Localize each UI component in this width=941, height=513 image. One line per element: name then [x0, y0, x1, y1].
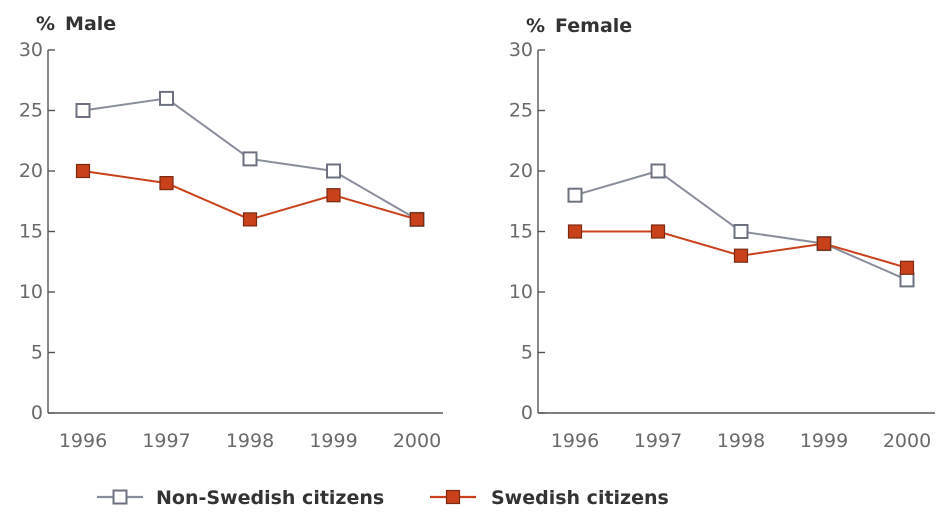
series-line — [82, 170, 418, 221]
data-point-marker — [242, 151, 258, 167]
data-point-marker — [326, 188, 341, 203]
y-tick-label: 25 — [19, 100, 43, 122]
chart-legend: Non-Swedish citizens Swedish citizens — [97, 487, 669, 509]
data-point-marker — [409, 212, 425, 227]
data-point-marker — [75, 163, 91, 179]
x-tick-label: 1996 — [59, 430, 107, 452]
x-tick-label: 1999 — [309, 430, 357, 452]
chart-title: % Female — [526, 15, 632, 37]
x-tick-label: 1997 — [142, 430, 190, 452]
y-tick-label: 20 — [509, 160, 533, 182]
x-tick-label: 2000 — [883, 430, 931, 452]
y-tick-label: 0 — [521, 402, 533, 424]
data-point-marker — [733, 248, 749, 263]
data-point-marker — [567, 224, 583, 239]
chart-title: % Male — [36, 13, 116, 35]
legend-label: Non-Swedish citizens — [156, 487, 384, 509]
legend-marker — [445, 489, 461, 505]
series-swedish-citizens — [567, 224, 915, 275]
legend-label: Swedish citizens — [491, 487, 669, 509]
x-tick-label: 1996 — [551, 430, 599, 452]
panel-title-text: Male — [65, 13, 116, 35]
y-tick-label: 5 — [521, 342, 533, 364]
legend-item: Swedish citizens — [430, 487, 669, 509]
y-tick-label: 30 — [19, 39, 43, 61]
data-point-marker — [650, 224, 666, 239]
legend-marker — [112, 489, 128, 505]
x-tick-label: 2000 — [393, 430, 441, 452]
x-tick-label: 1998 — [717, 430, 765, 452]
series-non-swedish-citizens — [567, 163, 915, 288]
y-tick-label: 0 — [31, 402, 43, 424]
y-axis-unit-label: % — [36, 13, 55, 35]
data-point-marker — [326, 163, 341, 179]
y-tick-label: 10 — [509, 281, 533, 303]
y-tick-label: 30 — [509, 39, 533, 61]
data-point-marker — [567, 187, 583, 203]
data-point-marker — [899, 272, 915, 288]
data-point-marker — [650, 163, 666, 179]
y-axis-unit-label: % — [526, 15, 545, 37]
data-point-marker — [159, 90, 174, 106]
data-point-marker — [159, 176, 174, 191]
y-tick-label: 15 — [19, 221, 43, 243]
x-tick-label: 1997 — [634, 430, 682, 452]
data-point-marker — [816, 236, 832, 251]
chart-panel-female: % Female 0 5 10 15 20 25 30 1996 1997 1998 1999 2000 — [509, 15, 935, 452]
data-point-marker — [75, 103, 91, 118]
y-tick-label: 20 — [19, 160, 43, 182]
y-tick-label: 5 — [31, 342, 43, 364]
x-tick-label: 1998 — [226, 430, 274, 452]
y-tick-label: 10 — [19, 281, 43, 303]
data-point-marker — [242, 212, 258, 227]
panel-title-text: Female — [555, 15, 632, 37]
series-swedish-citizens — [75, 163, 425, 227]
chart-panel-male: % Male 0 5 10 15 20 25 30 1996 1997 1998 1999 2000 — [19, 13, 443, 452]
data-point-marker — [733, 224, 749, 239]
y-tick-label: 15 — [509, 221, 533, 243]
data-point-marker — [899, 260, 915, 275]
chart-panels: % Male 0 5 10 15 20 25 30 1996 1997 1998 1999 2000% Fe… — [19, 13, 935, 452]
x-tick-label: 1999 — [800, 430, 848, 452]
y-tick-label: 25 — [509, 100, 533, 122]
legend-item: Non-Swedish citizens — [97, 487, 384, 509]
